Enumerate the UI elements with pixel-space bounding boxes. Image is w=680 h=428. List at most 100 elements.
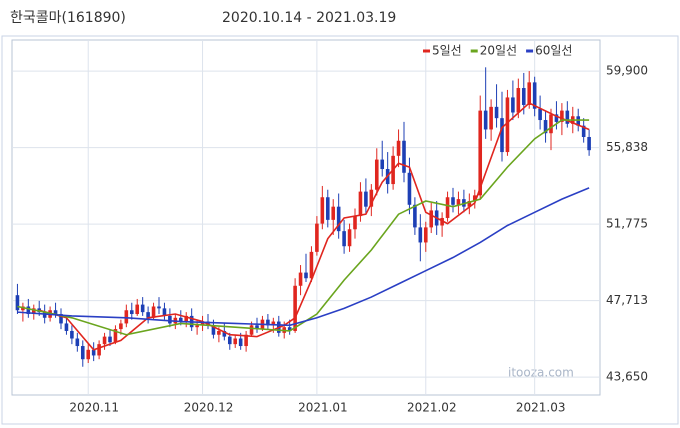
candle-body [315, 223, 319, 252]
candle-body [238, 338, 243, 347]
candle-body [500, 118, 504, 153]
candle-body [293, 285, 297, 331]
candle-body [195, 325, 199, 328]
candle-body [298, 272, 303, 286]
candle-body [374, 159, 379, 190]
candle-body [91, 349, 96, 356]
candle-body [472, 195, 477, 202]
candle-body [200, 321, 205, 326]
y-tick-label: 51,775 [606, 217, 648, 231]
chart-title: 한국콜마(161890) [10, 10, 126, 26]
candle-body [402, 140, 406, 173]
candle-body [124, 310, 129, 324]
candle-body [129, 310, 134, 315]
candle-body [347, 229, 352, 247]
candle-body [331, 206, 336, 220]
candle-body [255, 325, 259, 330]
candle-body [429, 210, 434, 228]
candle-body [532, 82, 537, 109]
x-tick-label: 2020.12 [184, 401, 234, 415]
candle-body [325, 197, 330, 220]
candle-body [483, 110, 488, 130]
candle-body [108, 336, 112, 343]
candle-body [440, 217, 444, 226]
candle-body [140, 304, 145, 313]
candle-body [227, 336, 232, 345]
frame [1, 35, 679, 425]
chart-subtitle: 2020.10.14 - 2021.03.19 [222, 10, 396, 26]
ma-line [17, 119, 590, 336]
x-tick-label: 2021.03 [516, 401, 566, 415]
x-tick-label: 2021.02 [407, 401, 457, 415]
candle-body [53, 310, 58, 315]
candle-body [119, 323, 123, 330]
candle-body [157, 306, 161, 309]
candle-body [233, 338, 238, 345]
y-tick-label: 47,713 [606, 293, 648, 307]
legend-label: 20일선 [480, 44, 517, 58]
candle-body [549, 114, 553, 134]
candle-body [146, 312, 150, 318]
candle-body [380, 159, 385, 170]
y-tick-label: 55,838 [606, 140, 648, 154]
candle-body [178, 317, 183, 322]
candle-body [135, 304, 140, 315]
candle-body [287, 327, 292, 331]
candle-body [543, 120, 548, 134]
candle-body [102, 336, 107, 345]
candle-body [581, 125, 586, 137]
candle-body [554, 114, 559, 122]
candle-body [516, 88, 521, 113]
candle-body [521, 88, 526, 105]
y-tick-label: 43,650 [606, 370, 648, 384]
candle-body [538, 108, 542, 121]
candle-body [70, 330, 74, 339]
legend-label: 60일선 [535, 44, 572, 58]
ma-line [17, 187, 590, 327]
candle-body [527, 82, 532, 105]
candle-body [309, 251, 314, 279]
candle-body [358, 191, 363, 217]
candle-body [353, 216, 357, 230]
candle-body [266, 319, 270, 326]
y-tick-label: 59,900 [606, 64, 648, 78]
candle-body [445, 197, 450, 218]
candle-body [113, 329, 118, 343]
watermark: itooza.com [508, 366, 574, 380]
candle-body [42, 312, 47, 318]
candle-body [456, 199, 461, 205]
legend-label: 5일선 [432, 44, 462, 58]
candle-body [86, 349, 91, 360]
plot-area [11, 39, 601, 396]
x-tick-label: 2021.01 [298, 401, 348, 415]
candle-body [418, 227, 423, 243]
candle-body [576, 116, 581, 126]
candle-body [505, 97, 510, 153]
candle-body [168, 315, 172, 324]
candle-body [565, 110, 570, 124]
candle-body [244, 334, 248, 347]
candle-body [467, 201, 472, 207]
candle-body [407, 172, 412, 205]
candle-body [364, 191, 368, 207]
candle-body [587, 136, 591, 151]
candle-body [320, 197, 325, 224]
ma-line [39, 102, 590, 351]
candle-body [162, 308, 167, 316]
candle-body [151, 306, 156, 318]
candle-body [511, 97, 515, 113]
candle-body [451, 197, 455, 205]
candle-body [59, 314, 63, 324]
candle-body [64, 323, 69, 331]
candle-body [369, 189, 374, 207]
candle-body [97, 344, 101, 356]
candle-body [478, 110, 483, 196]
candle-body [342, 231, 346, 247]
candle-body [80, 346, 85, 360]
candle-body [222, 330, 227, 337]
candle-body [336, 206, 341, 232]
candle-body [211, 325, 216, 335]
candle-body [423, 227, 428, 243]
candle-body [489, 106, 493, 130]
